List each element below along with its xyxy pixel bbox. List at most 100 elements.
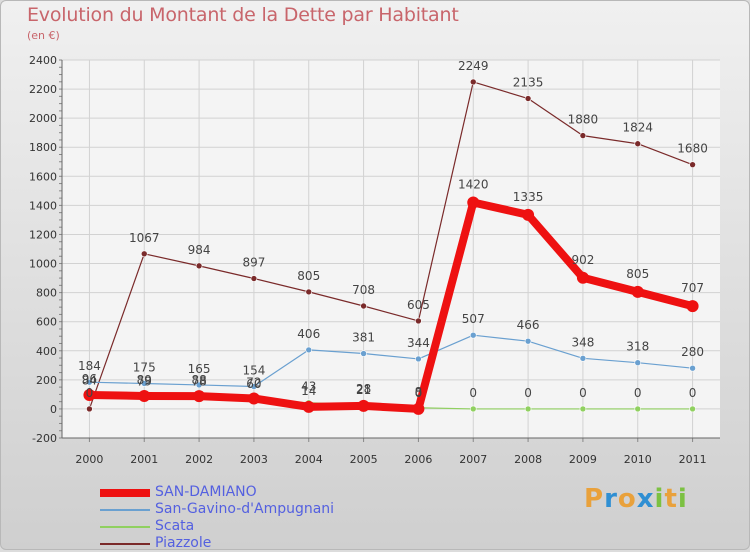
data-point bbox=[469, 78, 477, 86]
logo-letter: o bbox=[617, 484, 637, 514]
data-point bbox=[631, 285, 644, 298]
data-point bbox=[469, 405, 477, 413]
data-point bbox=[689, 161, 696, 168]
y-tick-label: 2200 bbox=[29, 83, 57, 96]
data-label: 21 bbox=[356, 383, 371, 397]
series-line-0 bbox=[89, 198, 694, 413]
proxiti-logo: Proxiti bbox=[584, 484, 688, 514]
series-line-1 bbox=[89, 334, 693, 388]
data-point bbox=[634, 140, 642, 148]
data-label: 0 bbox=[415, 386, 423, 400]
series-line-3 bbox=[88, 81, 693, 410]
x-tick-label: 2008 bbox=[514, 453, 542, 466]
data-label: 2249 bbox=[458, 59, 489, 73]
data-label: 805 bbox=[626, 267, 649, 281]
data-label: 88 bbox=[191, 373, 206, 387]
data-label: 1420 bbox=[458, 177, 489, 191]
data-labels: 96 89 88 72 14 21 0 1420 1335 902 805 707 184 175 165 1… bbox=[78, 59, 708, 400]
data-point bbox=[579, 405, 587, 413]
y-tick-label: 1400 bbox=[29, 199, 57, 212]
data-label: 0 bbox=[86, 386, 94, 400]
data-label: 1067 bbox=[129, 231, 160, 245]
y-tick-label: 1200 bbox=[29, 228, 57, 241]
y-tick-label: 1800 bbox=[29, 141, 57, 154]
data-point bbox=[357, 399, 370, 412]
x-tick-label: 2000 bbox=[75, 453, 103, 466]
data-point bbox=[524, 95, 532, 102]
data-label: 0 bbox=[524, 386, 532, 400]
y-tick-label: 0 bbox=[50, 403, 57, 416]
data-label: 1824 bbox=[622, 121, 653, 135]
legend-label: Piazzole bbox=[155, 535, 212, 551]
data-point bbox=[467, 196, 480, 209]
data-label: 805 bbox=[297, 269, 320, 283]
data-label: 0 bbox=[634, 386, 642, 400]
chart-title: Evolution du Montant de la Dette par Hab… bbox=[27, 4, 459, 26]
logo-letter: r bbox=[604, 484, 618, 514]
legend-label: SAN-DAMIANO bbox=[155, 484, 257, 500]
data-point bbox=[412, 402, 425, 415]
data-label: 175 bbox=[133, 360, 156, 374]
x-tick-label: 2004 bbox=[295, 453, 323, 466]
data-point bbox=[140, 250, 148, 258]
data-point bbox=[247, 392, 260, 405]
data-label: 902 bbox=[571, 253, 594, 267]
x-tick-label: 2009 bbox=[569, 453, 597, 466]
data-label: 28 bbox=[356, 382, 371, 396]
data-point bbox=[360, 302, 367, 310]
x-tick-label: 2007 bbox=[459, 453, 487, 466]
data-point bbox=[415, 317, 422, 325]
data-label: 89 bbox=[137, 373, 152, 387]
data-label: 348 bbox=[571, 335, 594, 349]
data-label: 2135 bbox=[513, 76, 544, 90]
data-label: 84 bbox=[82, 374, 97, 388]
data-point bbox=[305, 288, 313, 296]
legend-swatch bbox=[100, 509, 150, 511]
logo-letter: t bbox=[664, 484, 678, 514]
y-tick-label: 200 bbox=[36, 374, 57, 387]
x-tick-label: 2001 bbox=[130, 453, 158, 466]
data-point bbox=[522, 208, 535, 221]
data-label: 344 bbox=[407, 336, 430, 350]
data-label: 318 bbox=[626, 340, 649, 354]
x-tick-label: 2003 bbox=[240, 453, 268, 466]
logo-letter: P bbox=[584, 484, 605, 514]
data-point bbox=[634, 359, 642, 366]
y-tick-label: 1600 bbox=[29, 170, 57, 183]
data-label: 78 bbox=[191, 375, 206, 389]
data-point bbox=[195, 381, 203, 389]
data-point bbox=[579, 132, 587, 139]
data-point bbox=[86, 405, 93, 413]
y-tick-label: 2400 bbox=[29, 54, 57, 67]
data-point bbox=[576, 271, 589, 284]
data-label: 0 bbox=[689, 386, 697, 400]
data-label: 154 bbox=[242, 364, 265, 378]
data-label: 96 bbox=[82, 372, 97, 386]
legend-label: Scata bbox=[155, 518, 195, 534]
data-label: 466 bbox=[517, 318, 540, 332]
data-label: 0 bbox=[579, 386, 587, 400]
data-point bbox=[195, 262, 203, 270]
data-point bbox=[524, 337, 532, 345]
data-point bbox=[193, 390, 206, 403]
data-label: 381 bbox=[352, 331, 375, 345]
legend-label: San-Gavino-d'Ampugnani bbox=[155, 501, 335, 517]
x-tick-label: 2006 bbox=[404, 453, 432, 466]
x-tick-label: 2002 bbox=[185, 453, 213, 466]
data-point bbox=[686, 300, 699, 313]
data-label: 1335 bbox=[513, 190, 544, 204]
logo-letter: x bbox=[636, 484, 655, 514]
data-label: 707 bbox=[681, 281, 704, 295]
data-label: 43 bbox=[301, 380, 316, 394]
series-lines bbox=[83, 78, 699, 415]
data-label: 79 bbox=[137, 374, 152, 388]
data-point bbox=[305, 346, 313, 354]
data-point bbox=[360, 350, 367, 357]
data-point bbox=[689, 364, 696, 372]
data-label: 0 bbox=[469, 386, 477, 400]
data-label: 507 bbox=[462, 312, 485, 326]
y-tick-label: 600 bbox=[36, 316, 57, 329]
data-point bbox=[83, 388, 96, 401]
data-point bbox=[140, 380, 148, 387]
